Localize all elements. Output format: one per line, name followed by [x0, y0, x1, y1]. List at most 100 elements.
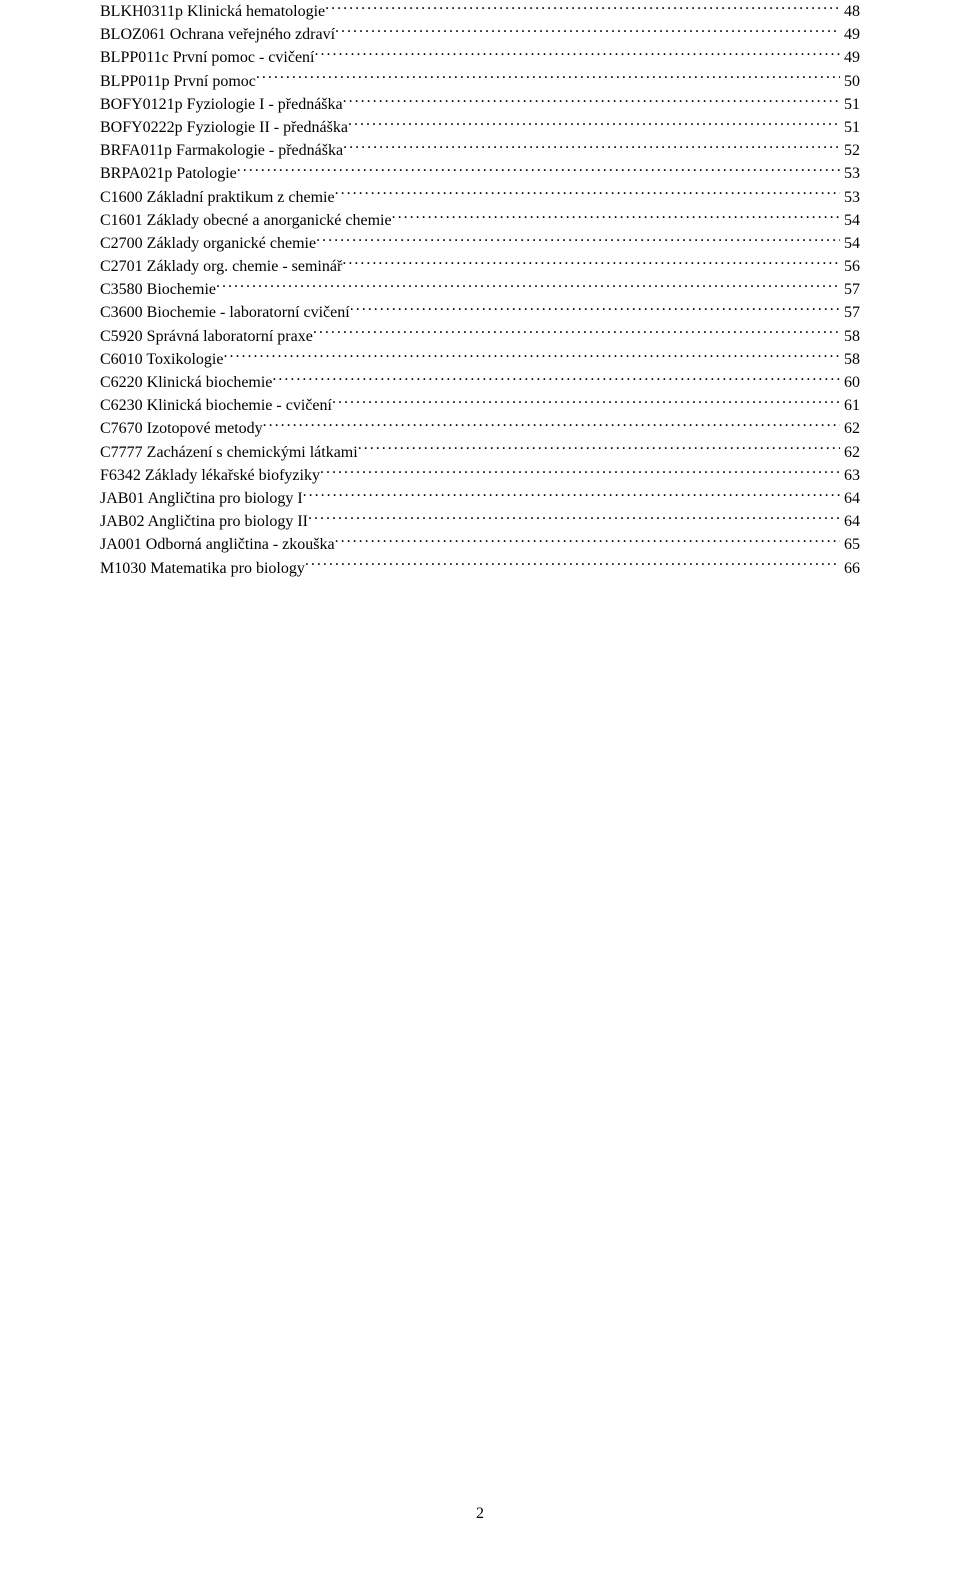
toc-leader-dots: [256, 70, 840, 86]
toc-leader-dots: [348, 116, 840, 132]
toc-entry-page: 54: [840, 209, 860, 232]
toc-leader-dots: [237, 162, 840, 178]
toc-entry-page: 57: [840, 301, 860, 324]
toc-entry: C7670 Izotopové metody 62: [100, 417, 860, 440]
toc-entry-label: JA001 Odborná angličtina - zkouška: [100, 533, 335, 556]
toc-entry: C7777 Zacházení s chemickými látkami 62: [100, 441, 860, 464]
toc-entry-page: 58: [840, 325, 860, 348]
toc-entry: JA001 Odborná angličtina - zkouška 65: [100, 533, 860, 556]
toc-leader-dots: [313, 325, 840, 341]
toc-entry-page: 56: [840, 255, 860, 278]
toc-leader-dots: [320, 464, 840, 480]
toc-leader-dots: [335, 533, 840, 549]
toc-entry-label: BLOZ061 Ochrana veřejného zdraví: [100, 23, 335, 46]
toc-entry: BOFY0222p Fyziologie II - přednáška 51: [100, 116, 860, 139]
toc-entry: C3600 Biochemie - laboratorní cvičení 57: [100, 301, 860, 324]
toc-leader-dots: [343, 93, 840, 109]
toc-leader-dots: [272, 371, 840, 387]
toc-entry: JAB01 Angličtina pro biology I 64: [100, 487, 860, 510]
toc-entry-label: C6010 Toxikologie: [100, 348, 223, 371]
toc-leader-dots: [335, 186, 840, 202]
toc-entry-label: C2701 Základy org. chemie - seminář: [100, 255, 342, 278]
toc-entry: C6010 Toxikologie 58: [100, 348, 860, 371]
toc-leader-dots: [332, 394, 840, 410]
toc-entry: C6220 Klinická biochemie 60: [100, 371, 860, 394]
toc-entry-page: 61: [840, 394, 860, 417]
toc-leader-dots: [315, 46, 841, 62]
toc-entry-label: C3580 Biochemie: [100, 278, 216, 301]
toc-entry-label: F6342 Základy lékařské biofyziky: [100, 464, 320, 487]
toc-entry-page: 64: [840, 487, 860, 510]
toc-entry-page: 66: [840, 557, 860, 580]
toc-entry-label: C6230 Klinická biochemie - cvičení: [100, 394, 332, 417]
toc-leader-dots: [342, 255, 840, 271]
toc-entry-label: C1600 Základní praktikum z chemie: [100, 186, 335, 209]
toc-entry-label: C7670 Izotopové metody: [100, 417, 263, 440]
toc-leader-dots: [358, 441, 840, 457]
toc-entry-page: 57: [840, 278, 860, 301]
toc-entry-label: BOFY0222p Fyziologie II - přednáška: [100, 116, 348, 139]
toc-leader-dots: [303, 487, 840, 503]
toc-leader-dots: [263, 417, 840, 433]
toc-entry-label: C2700 Základy organické chemie: [100, 232, 316, 255]
toc-leader-dots: [325, 0, 840, 16]
toc-entry: BLOZ061 Ochrana veřejného zdraví 49: [100, 23, 860, 46]
toc-entry-page: 64: [840, 510, 860, 533]
toc-entry-page: 49: [840, 23, 860, 46]
toc-entry-page: 65: [840, 533, 860, 556]
toc-leader-dots: [343, 139, 840, 155]
toc-entry-page: 60: [840, 371, 860, 394]
toc-entry-label: BLPP011c První pomoc - cvičení: [100, 46, 315, 69]
toc-entry-label: C5920 Správná laboratorní praxe: [100, 325, 313, 348]
toc-entry-page: 49: [840, 46, 860, 69]
toc-leader-dots: [316, 232, 840, 248]
toc-entry: F6342 Základy lékařské biofyziky 63: [100, 464, 860, 487]
toc-leader-dots: [392, 209, 840, 225]
toc-leader-dots: [350, 301, 840, 317]
toc-entry: C3580 Biochemie 57: [100, 278, 860, 301]
toc-entry: BLPP011p První pomoc 50: [100, 70, 860, 93]
document-page: BLKH0311p Klinická hematologie 48BLOZ061…: [0, 0, 960, 1583]
toc-entry-label: BRFA011p Farmakologie - přednáška: [100, 139, 343, 162]
toc-entry-page: 48: [840, 0, 860, 23]
toc-leader-dots: [308, 510, 840, 526]
page-number: 2: [0, 1505, 960, 1523]
toc-entry-label: BLKH0311p Klinická hematologie: [100, 0, 325, 23]
toc-entry-page: 63: [840, 464, 860, 487]
toc-entry: C1600 Základní praktikum z chemie 53: [100, 186, 860, 209]
toc-entry: M1030 Matematika pro biology 66: [100, 557, 860, 580]
toc-entry: BRPA021p Patologie 53: [100, 162, 860, 185]
toc-entry-label: C7777 Zacházení s chemickými látkami: [100, 441, 358, 464]
toc-entry: JAB02 Angličtina pro biology II 64: [100, 510, 860, 533]
toc-entry-page: 58: [840, 348, 860, 371]
toc-entry-page: 54: [840, 232, 860, 255]
toc-leader-dots: [335, 23, 840, 39]
toc-entry-page: 62: [840, 441, 860, 464]
toc-entry: BLKH0311p Klinická hematologie 48: [100, 0, 860, 23]
toc-leader-dots: [305, 557, 840, 573]
toc-entry-page: 62: [840, 417, 860, 440]
toc-entry-label: C1601 Základy obecné a anorganické chemi…: [100, 209, 392, 232]
toc-entry-page: 53: [840, 162, 860, 185]
toc-entry-label: JAB02 Angličtina pro biology II: [100, 510, 308, 533]
toc-entry-page: 51: [840, 93, 860, 116]
toc-entry: BLPP011c První pomoc - cvičení 49: [100, 46, 860, 69]
toc-entry-label: M1030 Matematika pro biology: [100, 557, 305, 580]
toc-entry: C5920 Správná laboratorní praxe 58: [100, 325, 860, 348]
toc-entry: C1601 Základy obecné a anorganické chemi…: [100, 209, 860, 232]
toc-entry: C2701 Základy org. chemie - seminář 56: [100, 255, 860, 278]
toc-entry: C2700 Základy organické chemie 54: [100, 232, 860, 255]
toc-entry-label: BLPP011p První pomoc: [100, 70, 256, 93]
toc-entry-page: 50: [840, 70, 860, 93]
toc-leader-dots: [223, 348, 840, 364]
toc-entry-page: 52: [840, 139, 860, 162]
toc-entry-label: C6220 Klinická biochemie: [100, 371, 272, 394]
toc-entry: BOFY0121p Fyziologie I - přednáška 51: [100, 93, 860, 116]
toc-entry: C6230 Klinická biochemie - cvičení 61: [100, 394, 860, 417]
toc-entry-page: 53: [840, 186, 860, 209]
toc-entry-page: 51: [840, 116, 860, 139]
toc-leader-dots: [216, 278, 840, 294]
toc-entry-label: BOFY0121p Fyziologie I - přednáška: [100, 93, 343, 116]
toc-entry: BRFA011p Farmakologie - přednáška 52: [100, 139, 860, 162]
toc-entry-label: BRPA021p Patologie: [100, 162, 237, 185]
